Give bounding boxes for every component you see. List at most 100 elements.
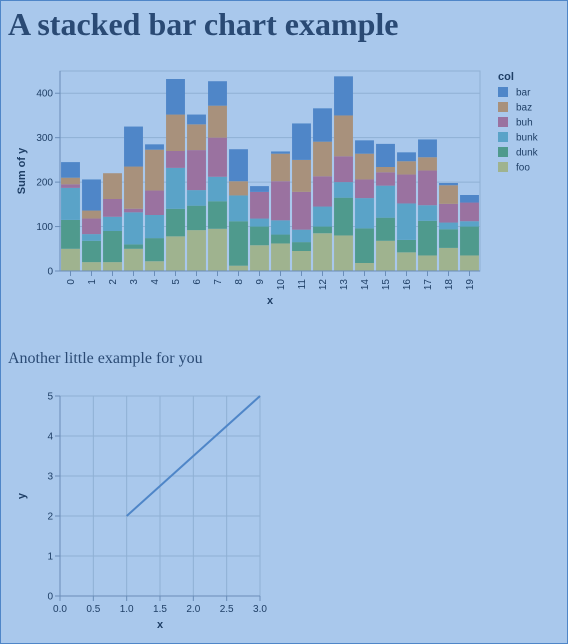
bar-segment-bunk — [229, 195, 248, 222]
bar-segment-foo — [397, 252, 416, 271]
bar-segment-dunk — [229, 221, 248, 266]
bar-x-tick-label: 10 — [276, 279, 287, 291]
bar-y-tick-label: 0 — [47, 267, 53, 278]
bar-segment-foo — [208, 228, 227, 271]
bar-segment-bunk — [355, 198, 374, 229]
bar-segment-foo — [82, 262, 101, 271]
bar-segment-buh — [271, 181, 290, 221]
bar-segment-dunk — [82, 240, 101, 263]
line-x-tick-label: 0.5 — [86, 604, 100, 615]
line-x-tick-label: 0.0 — [53, 604, 67, 615]
bar-segment-foo — [292, 251, 311, 271]
bar-segment-foo — [103, 262, 122, 271]
bar-segment-bar — [208, 81, 227, 106]
bar-x-tick-label: 16 — [402, 279, 413, 291]
bar-segment-foo — [418, 255, 437, 271]
bar-segment-baz — [355, 153, 374, 180]
bar-segment-bunk — [250, 218, 269, 227]
line-chart: 0 1 2 3 4 5 0.0 0.5 1.0 1.5 2.0 2.5 3.0 x y — [16, 392, 267, 632]
line-series — [125, 395, 261, 517]
page-title: A stacked bar chart example — [8, 6, 399, 42]
bar-segment-bunk — [439, 222, 458, 230]
bar-segment-bunk — [271, 220, 290, 235]
bar-segment-bar — [187, 114, 206, 125]
bar-segment-baz — [103, 173, 122, 199]
bar-segment-bar — [313, 108, 332, 142]
bar-segment-baz — [61, 177, 80, 185]
bar-x-tick-label: 0 — [66, 279, 77, 285]
bar-segment-baz — [229, 181, 248, 196]
bar-segment-baz — [334, 115, 353, 157]
bar-segment-bar — [460, 195, 479, 203]
bar-segment-foo — [439, 247, 458, 271]
bar-segment-bunk — [397, 203, 416, 240]
bar-segment-foo — [145, 261, 164, 271]
bar-segment-bunk — [82, 234, 101, 241]
bar-y-axis-title: Sum of y — [16, 147, 28, 194]
bar-segment-buh — [439, 203, 458, 223]
bar-segment-bar — [145, 144, 164, 150]
bar-segment-buh — [166, 151, 185, 168]
bar-x-tick-label: 9 — [255, 279, 266, 285]
bar-segment-buh — [208, 137, 227, 177]
bar-segment-bar — [166, 79, 185, 115]
bar-segment-baz — [166, 114, 185, 151]
line-chart-marks — [125, 395, 261, 517]
bar-x-tick-label: 1 — [87, 279, 98, 285]
bar-x-tick-label: 4 — [150, 279, 161, 285]
bar-segment-baz — [82, 210, 101, 219]
bar-segment-bunk — [292, 229, 311, 243]
bar-segment-bunk — [460, 221, 479, 227]
bar-segment-dunk — [124, 244, 143, 249]
line-y-tick-label: 3 — [47, 472, 53, 483]
bar-segment-baz — [292, 159, 311, 192]
bar-x-tick-label: 12 — [318, 279, 329, 291]
line-y-tick-label: 2 — [47, 512, 53, 523]
bar-segment-bunk — [103, 216, 122, 231]
bar-segment-foo — [376, 240, 395, 271]
legend-label-buh: buh — [516, 118, 533, 129]
bar-x-tick-label: 19 — [465, 279, 476, 291]
line-x-tick-label: 1.0 — [120, 604, 134, 615]
bar-x-tick-label: 7 — [213, 279, 224, 285]
bar-x-tick-label: 11 — [297, 279, 308, 290]
bar-segment-bar — [334, 76, 353, 116]
bar-segment-buh — [145, 190, 164, 215]
bar-segment-bunk — [166, 167, 185, 209]
bar-segment-baz — [124, 166, 143, 209]
bar-segment-baz — [418, 157, 437, 171]
bar-segment-foo — [355, 263, 374, 271]
bar-segment-foo — [229, 265, 248, 271]
bar-segment-bunk — [124, 212, 143, 245]
bar-chart-legend: col bar baz buh bunk dunk foo — [498, 71, 539, 174]
line-y-tick-label: 1 — [47, 552, 53, 563]
bar-segment-baz — [397, 161, 416, 175]
legend-swatch-dunk — [498, 147, 508, 157]
bar-segment-bar — [61, 162, 80, 178]
bar-segment-bar — [439, 183, 458, 186]
bar-x-tick-label: 17 — [423, 279, 434, 291]
bar-segment-dunk — [145, 238, 164, 262]
bar-segment-buh — [418, 170, 437, 206]
bar-segment-bar — [250, 186, 269, 192]
bar-x-tick-label: 13 — [339, 279, 350, 291]
line-chart-axes: 0 1 2 3 4 5 0.0 0.5 1.0 1.5 2.0 2.5 3.0 — [47, 392, 267, 616]
bar-segment-dunk — [271, 234, 290, 244]
bar-x-axis-title: x — [267, 295, 274, 307]
bar-segment-bunk — [145, 215, 164, 239]
bar-segment-dunk — [166, 208, 185, 237]
bar-segment-dunk — [334, 197, 353, 236]
legend-swatch-buh — [498, 117, 508, 127]
bar-x-tick-label: 8 — [234, 279, 245, 285]
line-x-tick-label: 2.0 — [186, 604, 200, 615]
bar-segment-buh — [61, 184, 80, 188]
legend-label-foo: foo — [516, 163, 530, 174]
bar-segment-baz — [439, 185, 458, 204]
bar-segment-buh — [460, 202, 479, 222]
section-subtitle: Another little example for you — [8, 350, 203, 367]
bar-segment-dunk — [61, 219, 80, 249]
bar-segment-buh — [124, 208, 143, 213]
bar-segment-foo — [460, 255, 479, 271]
bar-y-tick-label: 200 — [36, 178, 53, 189]
